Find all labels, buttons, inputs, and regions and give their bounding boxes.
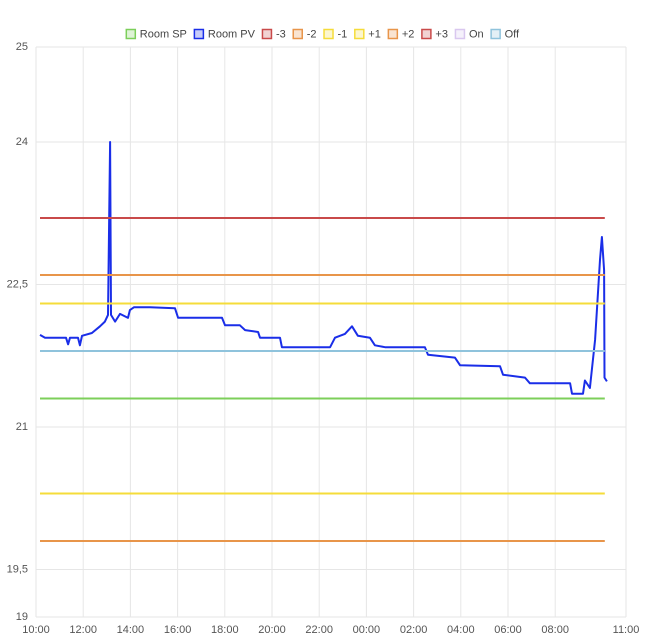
y-tick-label: 22,5 xyxy=(7,278,28,290)
y-tick-label: 19,5 xyxy=(7,563,28,575)
legend-swatch xyxy=(193,28,205,40)
legend-label: -3 xyxy=(276,28,286,40)
x-tick-label: 12:00 xyxy=(69,624,97,636)
x-tick-label: 06:00 xyxy=(494,624,522,636)
legend-label: -2 xyxy=(307,28,317,40)
legend-label: -1 xyxy=(338,28,348,40)
x-tick-label: 11:00 xyxy=(613,624,640,636)
x-tick-label: 14:00 xyxy=(117,624,145,636)
legend-label: +2 xyxy=(402,28,415,40)
legend-swatch xyxy=(292,28,303,40)
x-tick-label: 02:00 xyxy=(400,624,428,636)
legend-swatch xyxy=(490,28,501,40)
y-tick-label: 25 xyxy=(16,41,28,53)
x-tick-label: 04:00 xyxy=(447,624,475,636)
x-tick-label: 00:00 xyxy=(353,624,381,636)
x-tick-label: 08:00 xyxy=(541,624,569,636)
x-tick-label: 10:00 xyxy=(22,624,50,636)
x-tick-label: 20:00 xyxy=(258,624,286,636)
legend-label: +3 xyxy=(435,28,448,40)
x-tick-label: 22:00 xyxy=(305,624,333,636)
legend-label: Room SP xyxy=(140,28,187,40)
legend-label: +1 xyxy=(368,28,381,40)
x-tick-label: 16:00 xyxy=(164,624,192,636)
legend-label: On xyxy=(469,28,484,40)
y-tick-label: 19 xyxy=(16,611,28,623)
legend-swatch xyxy=(454,28,466,40)
legend-swatch xyxy=(354,28,365,40)
legend-swatch xyxy=(323,28,334,40)
legend-swatch xyxy=(261,28,273,40)
legend-label: Off xyxy=(505,28,520,40)
legend-label: Room PV xyxy=(208,28,256,40)
y-tick-label: 24 xyxy=(16,136,28,148)
y-tick-label: 21 xyxy=(16,421,28,433)
x-tick-label: 18:00 xyxy=(211,624,239,636)
legend-swatch xyxy=(387,28,399,40)
legend: Room SP Room PV -3 -2 -1 +1 +2 +3 On Off xyxy=(125,28,520,40)
series-line xyxy=(39,141,608,395)
legend-swatch xyxy=(125,28,137,40)
legend-swatch xyxy=(421,28,432,40)
